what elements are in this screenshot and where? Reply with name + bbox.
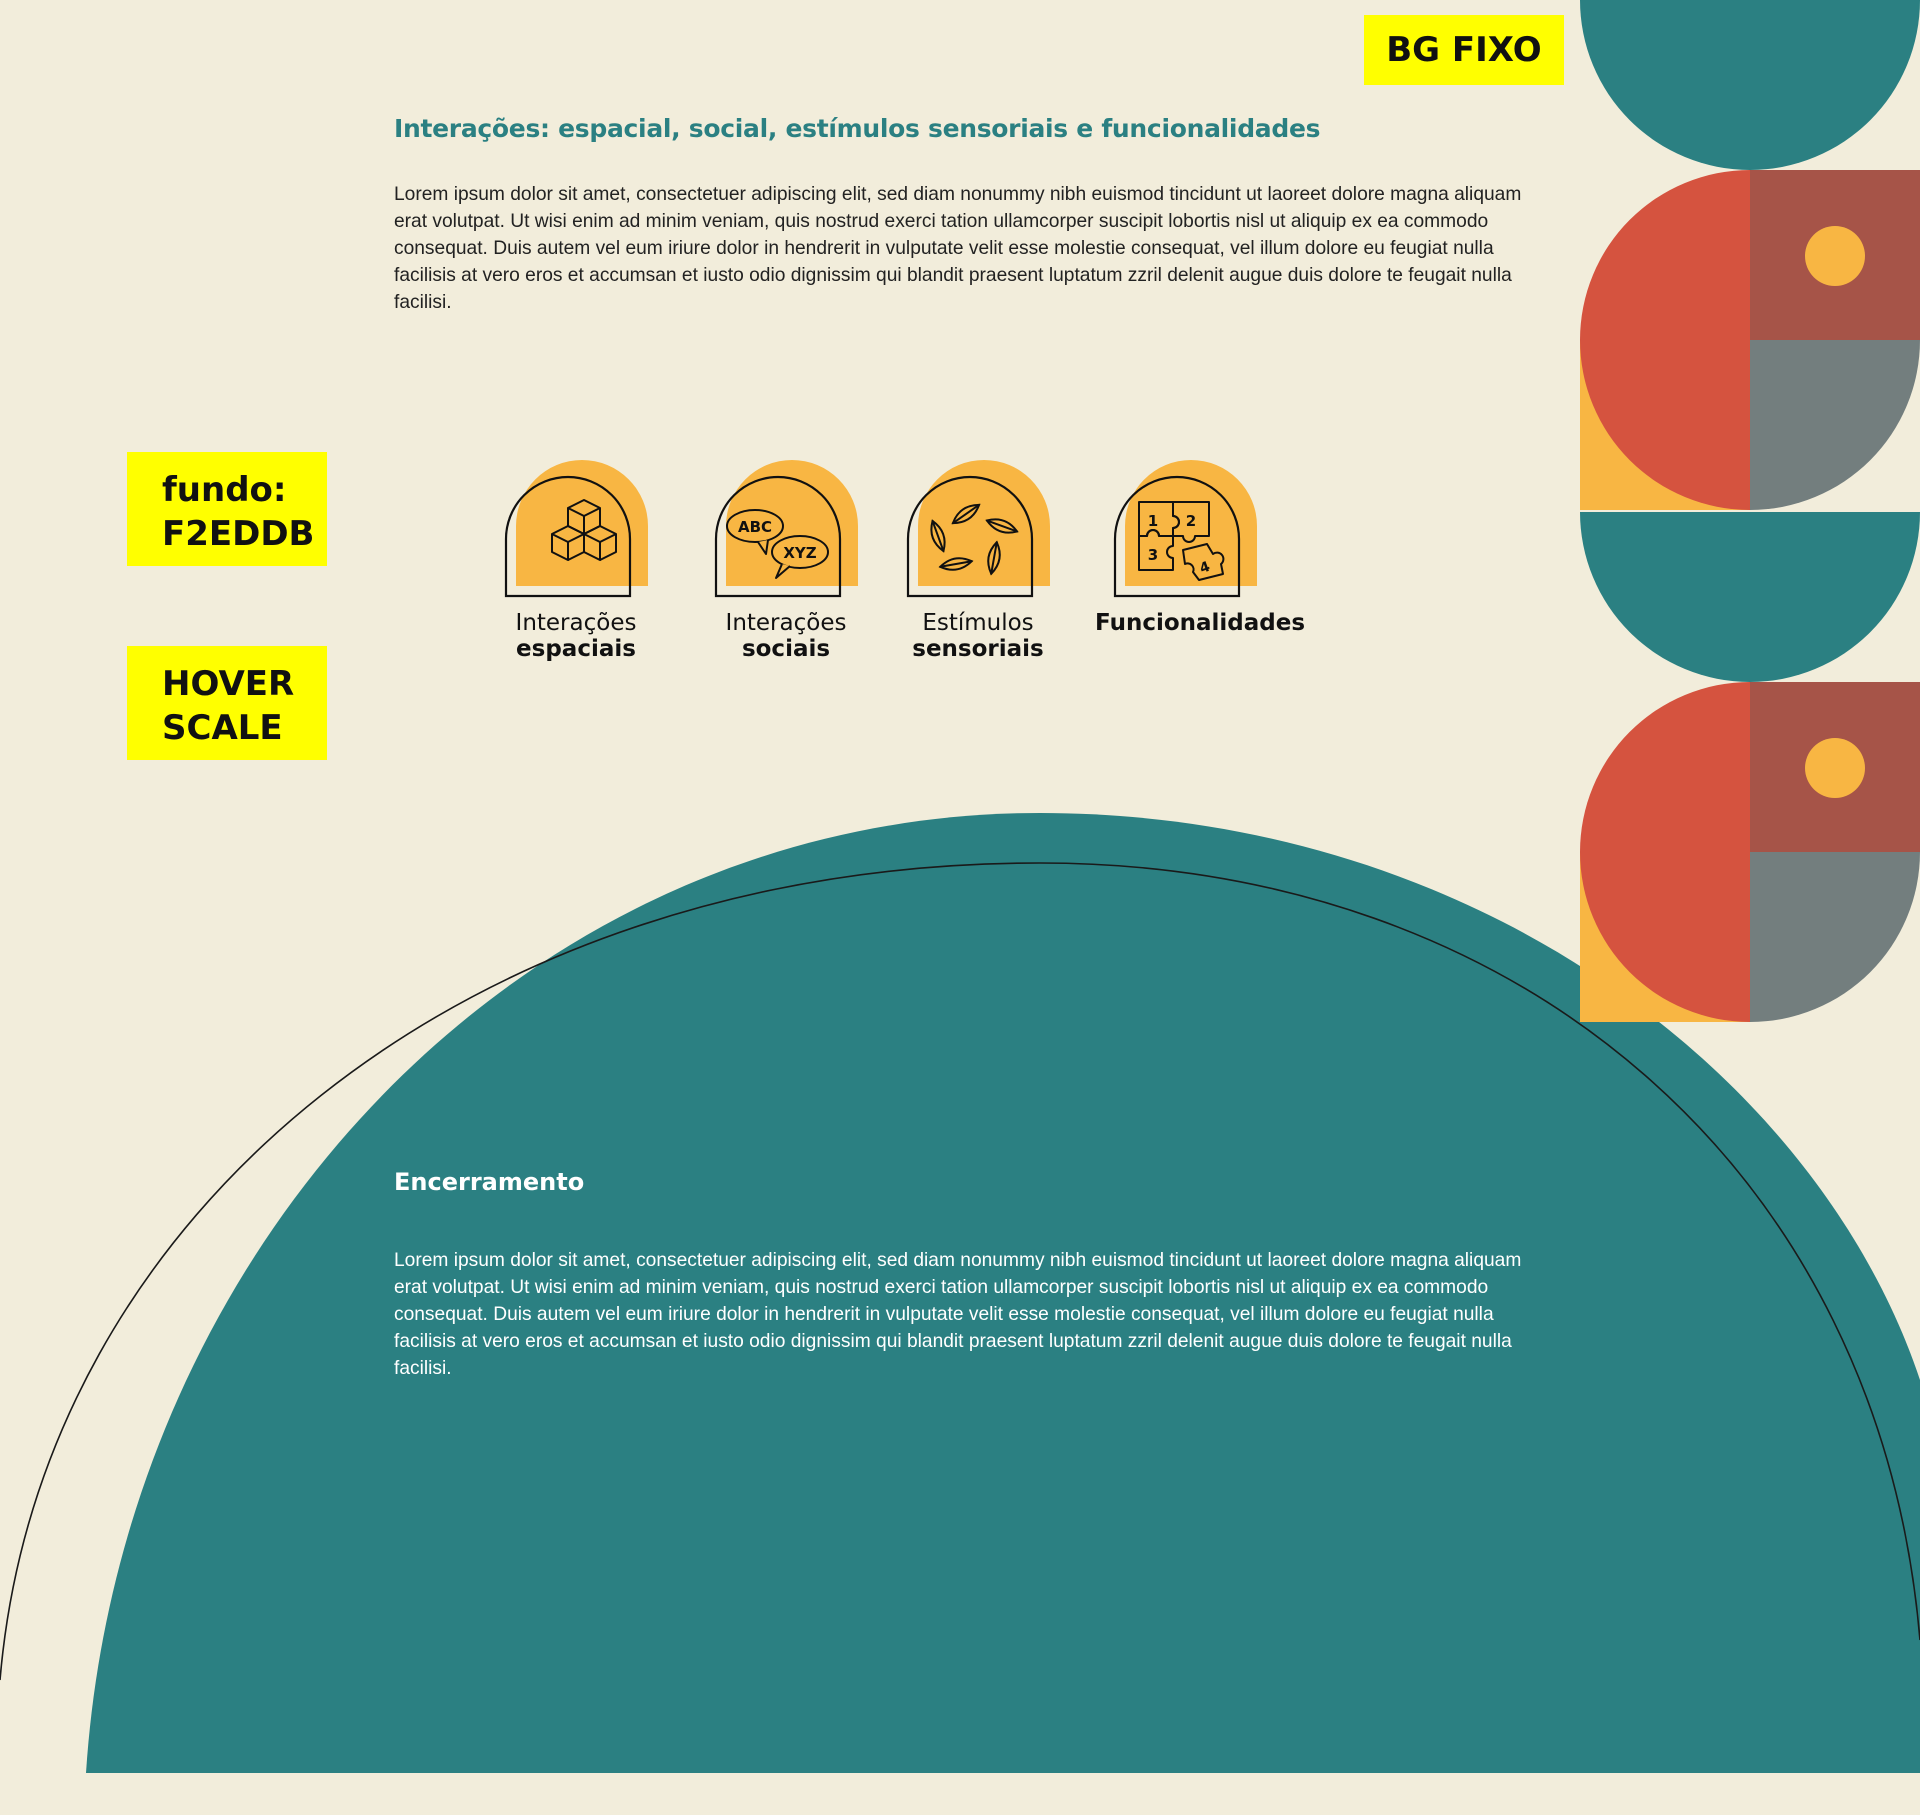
- bubble-text-xyz: XYZ: [783, 544, 816, 562]
- cubes-icon: [504, 460, 648, 598]
- card-label-line2: Funcionalidades: [1095, 610, 1306, 636]
- card-label-espaciais: Interações espaciais: [486, 610, 666, 662]
- annotation-fundo-line1: fundo:: [162, 470, 287, 510]
- puzzle-number-2: 2: [1186, 512, 1196, 530]
- card-interacoes-espaciais[interactable]: Interações espaciais: [486, 454, 666, 674]
- card-label-line1: Interações: [515, 610, 637, 636]
- outline-arc: [0, 862, 1920, 1681]
- card-interacoes-sociais[interactable]: ABC XYZ Interações sociais: [696, 454, 876, 674]
- card-label-sensoriais: Estímulos sensoriais: [888, 610, 1068, 662]
- card-label-line2: espaciais: [516, 636, 636, 662]
- speech-bubbles-icon: ABC XYZ: [714, 460, 858, 598]
- annotation-bg-fixo-text: BG FIXO: [1386, 30, 1542, 70]
- bubble-text-abc: ABC: [738, 518, 772, 536]
- teal-dome: [86, 813, 1920, 1773]
- card-label-sociais: Interações sociais: [696, 610, 876, 662]
- card-label-funcionalidades: Funcionalidades: [1095, 610, 1306, 636]
- annotation-hover-line1: HOVER: [162, 664, 295, 704]
- leaves-icon: [906, 460, 1050, 598]
- geometric-block-top: [1580, 0, 1920, 510]
- puzzle-icon: 1 2 3 4: [1113, 460, 1257, 598]
- interactions-body: Lorem ipsum dolor sit amet, consectetuer…: [394, 184, 1522, 313]
- interactions-title: Interações: espacial, social, estímulos …: [394, 114, 1321, 143]
- card-label-line1: Interações: [725, 610, 847, 636]
- puzzle-number-3: 3: [1148, 546, 1158, 564]
- closing-body: Lorem ipsum dolor sit amet, consectetuer…: [394, 1250, 1522, 1379]
- annotation-hover-line2: SCALE: [162, 708, 283, 748]
- closing-title: Encerramento: [394, 1168, 585, 1196]
- annotation-bg-fixo: BG FIXO: [1364, 15, 1564, 85]
- annotation-hover-scale: HOVER SCALE: [127, 646, 327, 760]
- annotation-fundo-line2: F2EDDB: [162, 514, 315, 554]
- card-estimulos-sensoriais[interactable]: Estímulos sensoriais: [888, 454, 1068, 674]
- card-label-line1: Estímulos: [922, 610, 1034, 636]
- card-label-line2: sensoriais: [912, 636, 1044, 662]
- annotation-fundo: fundo: F2EDDB: [127, 452, 327, 566]
- puzzle-number-1: 1: [1148, 512, 1158, 530]
- card-funcionalidades[interactable]: 1 2 3 4 Funcionalidades: [1095, 454, 1306, 674]
- card-label-line2: sociais: [741, 636, 831, 662]
- geometric-block-bottom: [1580, 512, 1920, 1022]
